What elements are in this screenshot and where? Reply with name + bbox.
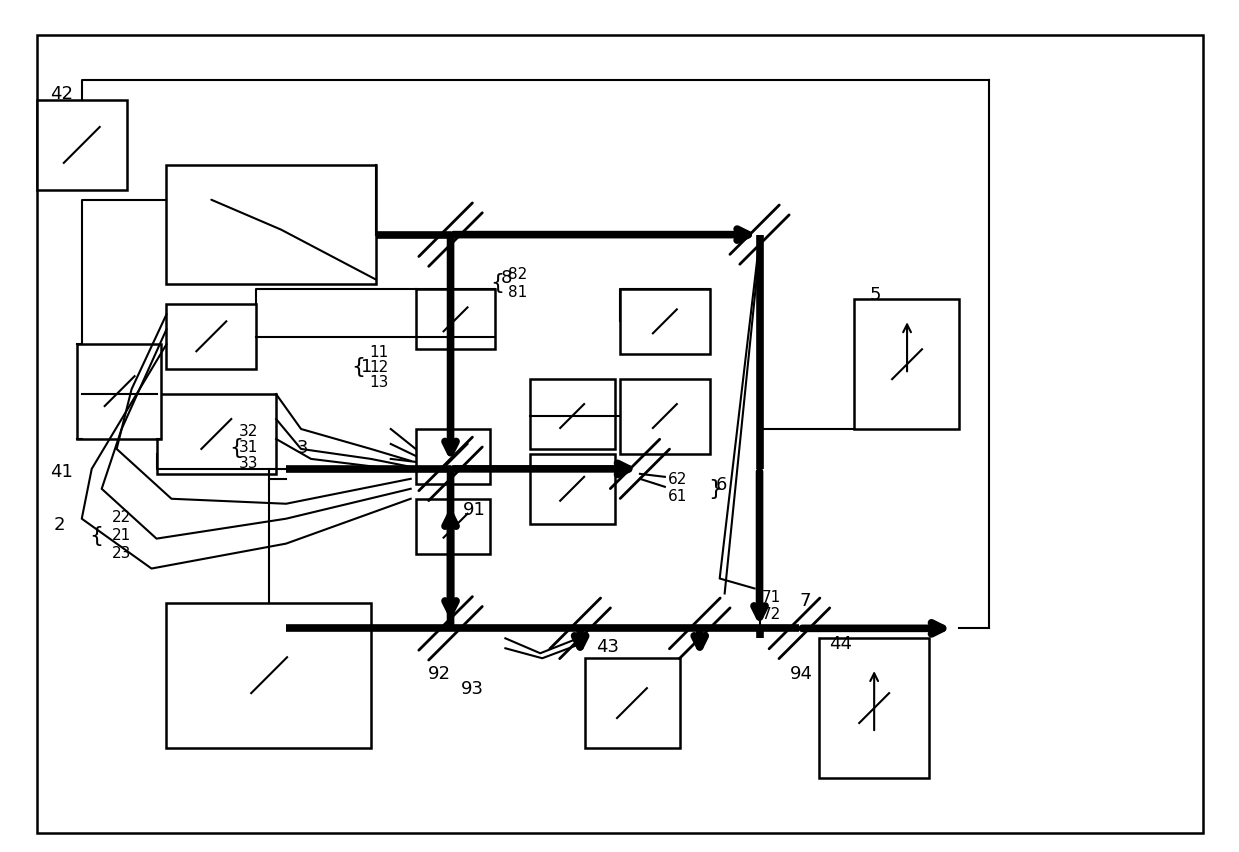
Text: }: } bbox=[707, 478, 722, 498]
Text: 13: 13 bbox=[369, 374, 388, 389]
Text: {: { bbox=[229, 437, 243, 458]
Bar bbox=[77, 345, 161, 440]
Text: 43: 43 bbox=[596, 637, 620, 655]
Bar bbox=[854, 300, 959, 429]
Bar bbox=[530, 380, 615, 449]
Text: 21: 21 bbox=[112, 527, 131, 543]
Bar bbox=[156, 394, 276, 475]
Text: 1: 1 bbox=[361, 358, 372, 376]
Text: 7: 7 bbox=[799, 592, 810, 610]
Text: {: { bbox=[351, 357, 366, 377]
Text: 32: 32 bbox=[239, 424, 259, 439]
Text: 91: 91 bbox=[462, 500, 486, 518]
Text: 11: 11 bbox=[369, 344, 388, 360]
Bar bbox=[166, 165, 375, 285]
Bar bbox=[415, 290, 496, 350]
Text: {: { bbox=[89, 525, 104, 545]
Bar bbox=[415, 429, 491, 484]
Text: 2: 2 bbox=[53, 515, 66, 533]
Text: 72: 72 bbox=[762, 606, 781, 621]
Text: 62: 62 bbox=[668, 472, 688, 486]
Text: 42: 42 bbox=[50, 85, 73, 103]
Text: }: } bbox=[755, 596, 768, 616]
Text: 8: 8 bbox=[501, 269, 512, 287]
Text: 12: 12 bbox=[369, 360, 388, 374]
Text: 61: 61 bbox=[668, 489, 688, 504]
Text: 81: 81 bbox=[508, 285, 528, 300]
Bar bbox=[37, 101, 126, 191]
Text: {: { bbox=[491, 273, 504, 293]
Bar bbox=[166, 305, 256, 370]
Text: 82: 82 bbox=[508, 267, 528, 282]
Text: 6: 6 bbox=[716, 475, 727, 493]
Text: 94: 94 bbox=[789, 665, 813, 682]
Bar bbox=[620, 380, 710, 454]
Text: 44: 44 bbox=[829, 635, 852, 653]
Bar bbox=[415, 499, 491, 554]
Bar bbox=[166, 604, 370, 748]
Text: 92: 92 bbox=[427, 665, 451, 682]
Bar bbox=[585, 659, 680, 748]
Bar bbox=[620, 290, 710, 354]
Text: 22: 22 bbox=[112, 509, 131, 525]
Text: 23: 23 bbox=[112, 545, 131, 561]
Bar bbox=[819, 638, 929, 778]
Text: 5: 5 bbox=[870, 286, 881, 304]
Text: 93: 93 bbox=[461, 679, 483, 697]
Text: 33: 33 bbox=[239, 456, 259, 471]
Text: 31: 31 bbox=[239, 440, 259, 455]
Text: 71: 71 bbox=[762, 590, 781, 604]
Text: 41: 41 bbox=[50, 463, 73, 481]
Text: 3: 3 bbox=[297, 439, 309, 457]
Bar bbox=[530, 454, 615, 524]
